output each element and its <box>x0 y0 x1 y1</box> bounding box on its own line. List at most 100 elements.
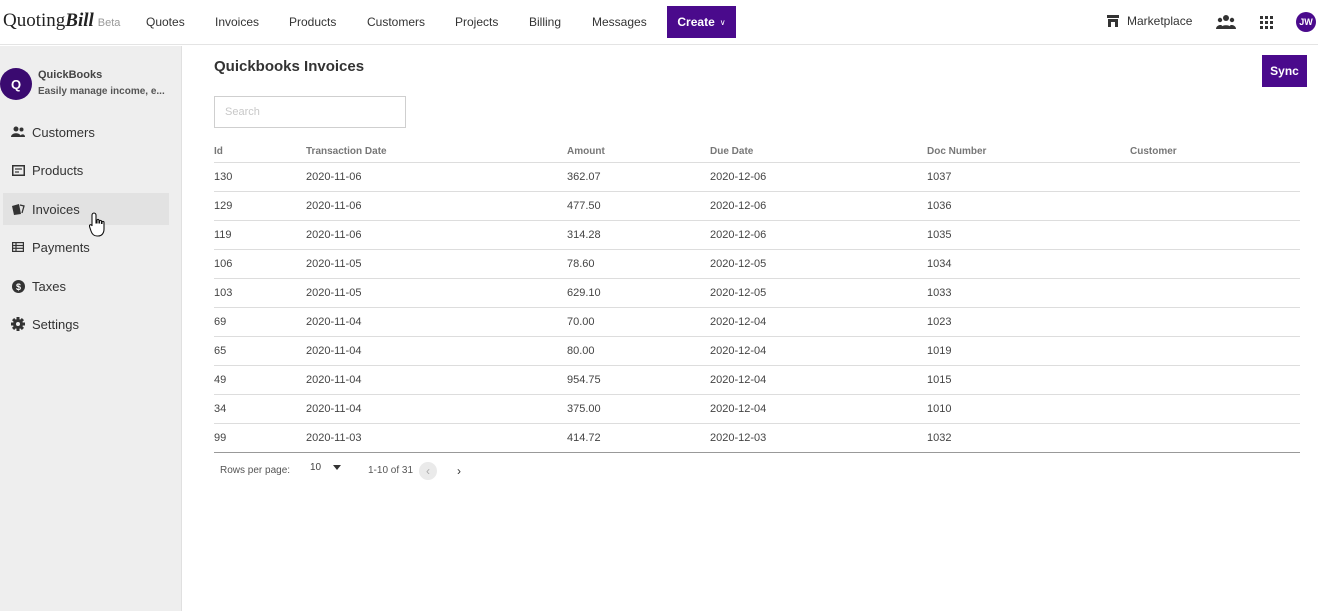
column-header-id[interactable]: Id <box>214 146 306 163</box>
create-button[interactable]: Create ∨ <box>667 6 736 38</box>
cell-doc-number: 1010 <box>927 394 1130 424</box>
cell-customer <box>1130 394 1300 424</box>
invoices-table: Id Transaction Date Amount Due Date Doc … <box>214 146 1300 453</box>
cell-transaction-date: 2020-11-06 <box>306 220 567 250</box>
column-header-doc-number[interactable]: Doc Number <box>927 146 1130 163</box>
sidebar-item-customers[interactable]: Customers <box>3 116 169 148</box>
cell-doc-number: 1034 <box>927 249 1130 279</box>
cell-transaction-date: 2020-11-04 <box>306 336 567 366</box>
people-icon <box>11 125 25 139</box>
nav-customers[interactable]: Customers <box>367 15 426 29</box>
nav-quotes[interactable]: Quotes <box>146 15 185 29</box>
cell-due-date: 2020-12-05 <box>710 249 927 279</box>
search-input[interactable] <box>214 96 406 128</box>
cell-customer <box>1130 278 1300 308</box>
column-header-due-date[interactable]: Due Date <box>710 146 927 163</box>
cell-doc-number: 1015 <box>927 365 1130 395</box>
table-row[interactable]: 130 2020-11-06 362.07 2020-12-06 1037 <box>214 162 1300 192</box>
table-header-row: Id Transaction Date Amount Due Date Doc … <box>214 146 1300 163</box>
sidebar-item-label: Settings <box>32 316 79 332</box>
pagination-range: 1-10 of 31 <box>368 465 414 476</box>
cell-doc-number: 1033 <box>927 278 1130 308</box>
column-header-customer[interactable]: Customer <box>1130 146 1300 163</box>
cell-transaction-date: 2020-11-04 <box>306 365 567 395</box>
app-description: Easily manage income, e... <box>38 86 165 97</box>
cell-id: 49 <box>214 365 306 395</box>
dollar-icon: $ <box>11 279 25 293</box>
sidebar-item-label: Products <box>32 162 84 178</box>
cell-due-date: 2020-12-03 <box>710 423 927 453</box>
table-row[interactable]: 129 2020-11-06 477.50 2020-12-06 1036 <box>214 191 1300 221</box>
nav-messages[interactable]: Messages <box>592 15 647 29</box>
sync-button[interactable]: Sync <box>1262 55 1307 87</box>
cell-transaction-date: 2020-11-05 <box>306 278 567 308</box>
table-row[interactable]: 99 2020-11-03 414.72 2020-12-03 1032 <box>214 423 1300 453</box>
nav-products[interactable]: Products <box>289 15 337 29</box>
cell-id: 103 <box>214 278 306 308</box>
brand-name-part-2: Bill <box>65 10 94 31</box>
rows-per-page-value: 10 <box>310 462 322 473</box>
apps-grid-icon[interactable] <box>1260 16 1273 29</box>
cell-doc-number: 1036 <box>927 191 1130 221</box>
cell-id: 119 <box>214 220 306 250</box>
sidebar-item-invoices[interactable]: Invoices <box>3 193 169 225</box>
cell-customer <box>1130 365 1300 395</box>
sidebar-item-taxes[interactable]: $ Taxes <box>3 270 169 302</box>
top-navbar: QuotingBill Beta Quotes Invoices Products… <box>0 0 1318 45</box>
team-icon[interactable] <box>1216 14 1236 35</box>
svg-text:$: $ <box>15 282 20 292</box>
marketplace-link[interactable]: Marketplace <box>1106 14 1192 28</box>
brand-name-part-1: Quoting <box>3 10 66 31</box>
rows-per-page-select[interactable]: 10 <box>310 462 342 473</box>
sidebar-item-products[interactable]: Products <box>3 154 169 186</box>
table-row[interactable]: 103 2020-11-05 629.10 2020-12-05 1033 <box>214 278 1300 308</box>
table-row[interactable]: 106 2020-11-05 78.60 2020-12-05 1034 <box>214 249 1300 279</box>
page-title: Quickbooks Invoices <box>214 58 365 75</box>
table-row[interactable]: 119 2020-11-06 314.28 2020-12-06 1035 <box>214 220 1300 250</box>
cell-amount: 78.60 <box>567 249 710 279</box>
cell-doc-number: 1023 <box>927 307 1130 337</box>
cell-due-date: 2020-12-04 <box>710 307 927 337</box>
product-icon <box>11 163 25 177</box>
cell-id: 99 <box>214 423 306 453</box>
cell-due-date: 2020-12-06 <box>710 162 927 192</box>
cell-amount: 954.75 <box>567 365 710 395</box>
next-page-icon[interactable]: › <box>457 464 461 478</box>
prev-page-icon[interactable]: ‹ <box>419 462 437 480</box>
column-header-transaction-date[interactable]: Transaction Date <box>306 146 567 163</box>
cell-id: 69 <box>214 307 306 337</box>
cell-id: 129 <box>214 191 306 221</box>
brand-logo[interactable]: QuotingBill Beta <box>3 10 120 32</box>
cell-amount: 629.10 <box>567 278 710 308</box>
sidebar-item-payments[interactable]: Payments <box>3 231 169 263</box>
column-header-amount[interactable]: Amount <box>567 146 710 163</box>
chevron-down-icon: ∨ <box>719 17 726 27</box>
cell-due-date: 2020-12-04 <box>710 365 927 395</box>
cell-customer <box>1130 423 1300 453</box>
cell-transaction-date: 2020-11-04 <box>306 307 567 337</box>
table-row[interactable]: 49 2020-11-04 954.75 2020-12-04 1015 <box>214 365 1300 395</box>
sidebar-item-label: Payments <box>32 239 90 255</box>
cell-doc-number: 1035 <box>927 220 1130 250</box>
cell-id: 34 <box>214 394 306 424</box>
user-avatar[interactable]: JW <box>1296 12 1316 32</box>
cell-transaction-date: 2020-11-04 <box>306 394 567 424</box>
cell-customer <box>1130 191 1300 221</box>
cell-transaction-date: 2020-11-03 <box>306 423 567 453</box>
payments-icon <box>11 240 25 254</box>
table-row[interactable]: 34 2020-11-04 375.00 2020-12-04 1010 <box>214 394 1300 424</box>
cell-customer <box>1130 249 1300 279</box>
cell-due-date: 2020-12-05 <box>710 278 927 308</box>
table-row[interactable]: 69 2020-11-04 70.00 2020-12-04 1023 <box>214 307 1300 337</box>
cell-amount: 477.50 <box>567 191 710 221</box>
nav-projects[interactable]: Projects <box>455 15 499 29</box>
cell-doc-number: 1032 <box>927 423 1130 453</box>
cell-due-date: 2020-12-04 <box>710 336 927 366</box>
nav-billing[interactable]: Billing <box>529 15 562 29</box>
app-name: QuickBooks <box>38 69 103 81</box>
cell-customer <box>1130 336 1300 366</box>
sidebar-item-settings[interactable]: Settings <box>3 308 169 340</box>
table-row[interactable]: 65 2020-11-04 80.00 2020-12-04 1019 <box>214 336 1300 366</box>
nav-invoices[interactable]: Invoices <box>215 15 260 29</box>
sidebar: Q QuickBooks Easily manage income, e... … <box>0 46 182 611</box>
